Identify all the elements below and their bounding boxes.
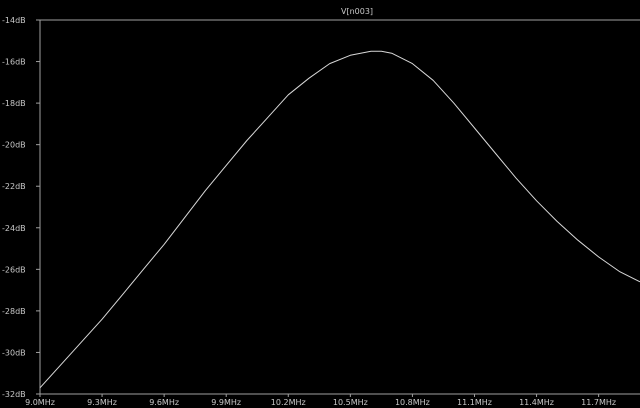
y-tick-label: -28dB: [2, 307, 26, 316]
x-tick-label: 9.6MHz: [149, 398, 179, 407]
x-tick-label: 11.4MHz: [519, 398, 554, 407]
x-tick-label: 11.7MHz: [581, 398, 616, 407]
x-tick-label: 10.2MHz: [271, 398, 306, 407]
y-tick-label: -26dB: [2, 265, 26, 274]
y-tick-label: -22dB: [2, 182, 26, 191]
y-tick-label: -16dB: [2, 58, 26, 67]
x-tick-label: 9.3MHz: [87, 398, 117, 407]
y-tick-label: -30dB: [2, 348, 26, 357]
x-tick-label: 9.0MHz: [25, 398, 55, 407]
y-tick-label: -18dB: [2, 99, 26, 108]
x-tick-label: 9.9MHz: [211, 398, 241, 407]
y-tick-label: -14dB: [2, 16, 26, 25]
y-tick-label: -20dB: [2, 141, 26, 150]
x-tick-label: 10.8MHz: [395, 398, 430, 407]
y-tick-label: -32dB: [2, 390, 26, 399]
x-tick-label: 10.5MHz: [333, 398, 368, 407]
chart-title: V[n003]: [341, 7, 373, 16]
x-tick-label: 11.1MHz: [457, 398, 492, 407]
y-tick-label: -24dB: [2, 224, 26, 233]
